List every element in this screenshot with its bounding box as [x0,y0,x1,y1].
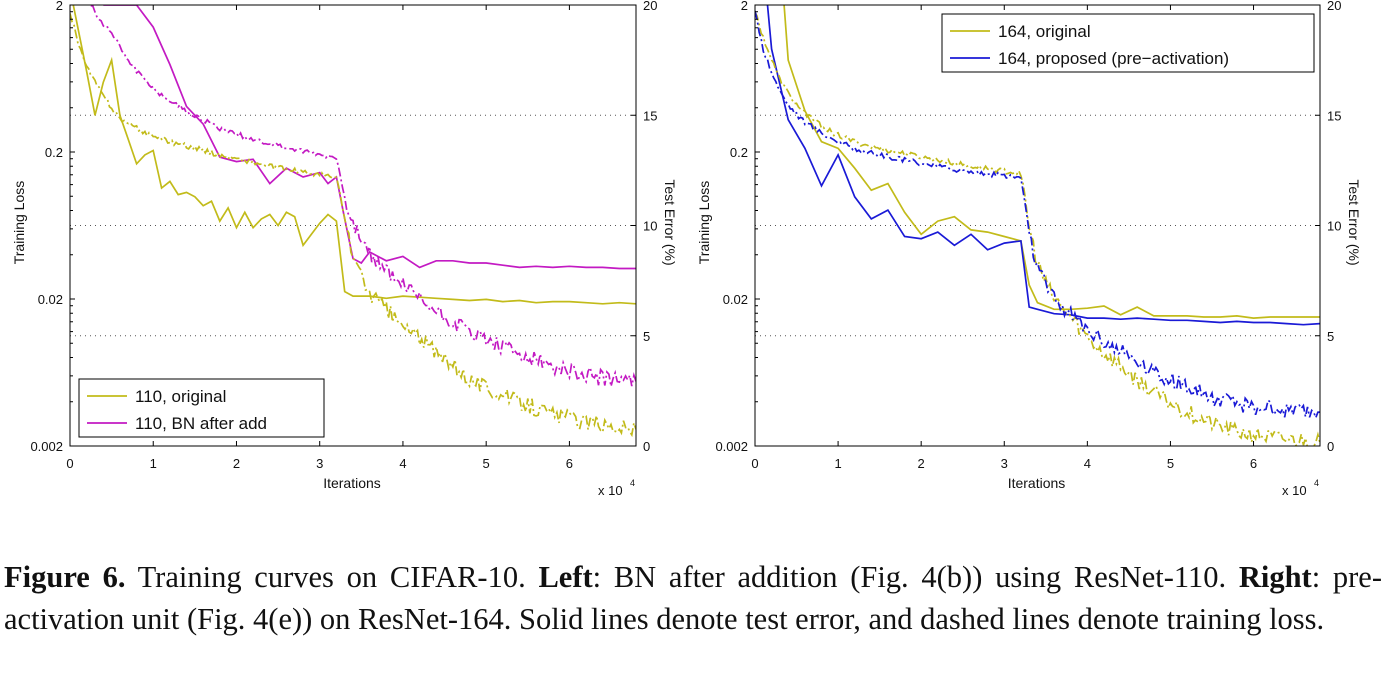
x-tick-label: 4 [399,456,406,471]
y-left-tick-label: 2 [741,0,748,13]
x-tick-label: 2 [918,456,925,471]
series-line-training-loss-2 [70,13,636,438]
figure-caption: Figure 6. Training curves on CIFAR-10. L… [4,556,1382,640]
y-right-tick-label: 0 [1327,439,1334,454]
y-right-tick-label: 10 [643,219,657,234]
x-tick-label: 3 [316,456,323,471]
series-line-test-error-1 [766,5,1320,326]
legend-entry: 164, original [998,22,1091,41]
caption-text-1: Training curves on CIFAR-10. [125,560,539,594]
y-left-axis-label: Training Loss [696,181,712,265]
legend-entry: 110, BN after add [135,414,267,433]
y-right-axis-label: Test Error (%) [1346,179,1362,265]
x-tick-label: 6 [1250,456,1257,471]
caption-label: Figure 6. [4,560,126,594]
x-tick-label: 4 [1084,456,1091,471]
series-line-test-error-0 [783,5,1320,319]
x-tick-label: 0 [66,456,73,471]
y-left-tick-label: 0.002 [715,439,748,454]
series-line-test-error-0 [72,5,636,305]
y-left-tick-label: 0.2 [730,145,748,160]
caption-text-3: : pre-activation unit (Fig. 4(e)) on Res… [4,560,1383,636]
x-multiplier-exponent: 4 [630,478,635,488]
y-right-tick-label: 5 [1327,329,1334,344]
legend-entry: 110, original [135,387,226,406]
y-right-tick-label: 20 [643,0,657,13]
y-right-tick-label: 15 [1327,108,1341,123]
y-left-tick-label: 2 [56,0,63,13]
caption-text-2: : BN after addition (Fig. 4(b)) using Re… [592,560,1239,594]
y-right-tick-label: 10 [1327,219,1341,234]
x-tick-label: 2 [233,456,240,471]
y-right-tick-label: 15 [643,108,657,123]
caption-right-bold: Right [1238,560,1312,594]
y-left-tick-label: 0.02 [723,292,748,307]
x-multiplier-exponent: 4 [1314,478,1319,488]
x-axis-label: Iterations [1008,475,1066,491]
y-right-tick-label: 20 [1327,0,1341,13]
series-line-training-loss-3 [755,10,1320,421]
x-tick-label: 5 [483,456,490,471]
x-tick-label: 0 [751,456,758,471]
x-tick-label: 3 [1001,456,1008,471]
series-line-training-loss-3 [90,5,636,387]
y-left-tick-label: 0.002 [30,439,63,454]
y-right-tick-label: 5 [643,329,650,344]
series-line-training-loss-2 [755,11,1320,446]
x-axis-label: Iterations [323,475,381,491]
x-tick-label: 5 [1167,456,1174,471]
x-tick-label: 1 [150,456,157,471]
y-left-axis-label: Training Loss [11,181,27,265]
legend-box [941,13,1315,73]
caption-left-bold: Left [538,560,593,594]
legend-entry: 164, proposed (pre−activation) [998,49,1229,68]
y-right-axis-label: Test Error (%) [662,179,678,265]
x-multiplier-label: x 10 [598,483,623,498]
legend-box [78,378,325,438]
x-tick-label: 1 [834,456,841,471]
y-left-tick-label: 0.2 [45,145,63,160]
x-tick-label: 6 [566,456,573,471]
x-multiplier-label: x 10 [1282,483,1307,498]
y-left-tick-label: 0.02 [38,292,63,307]
series-line-test-error-1 [103,5,636,270]
y-right-tick-label: 0 [643,439,650,454]
